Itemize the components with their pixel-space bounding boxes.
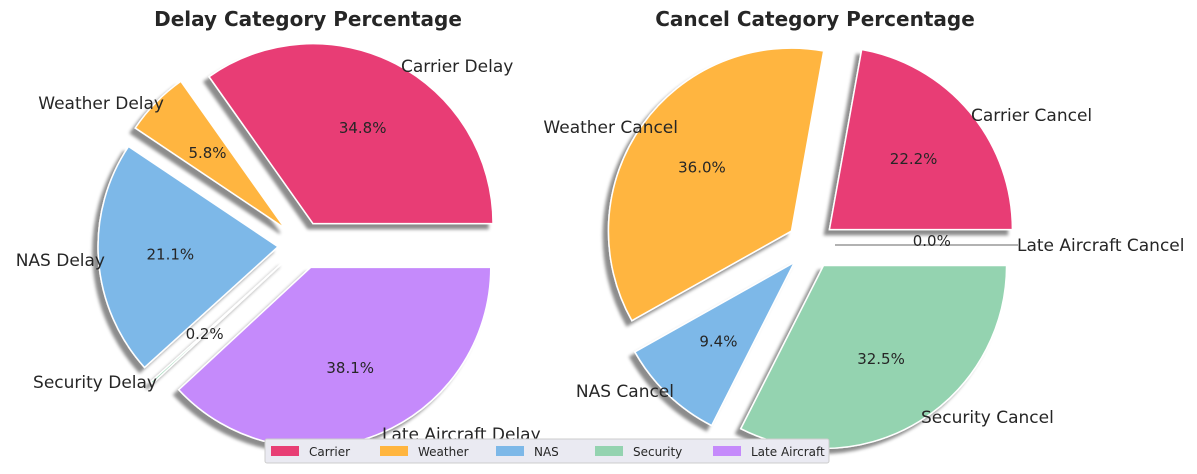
- pie-slice-late-aircraft-delay: [177, 266, 492, 449]
- legend-label-late-aircraft: Late Aircraft: [751, 445, 825, 459]
- cancel-chart-title: Cancel Category Percentage: [655, 7, 975, 31]
- legend-frame: [264, 438, 830, 464]
- pct-label-late-aircraft-delay: 38.1%: [326, 359, 374, 377]
- pct-label-carrier-delay: 34.8%: [339, 119, 387, 137]
- pie-slice-nas-delay: [97, 145, 280, 369]
- legend-swatch-nas: [496, 446, 524, 456]
- pct-label-nas-delay: 21.1%: [147, 246, 195, 264]
- legend: Carrier Weather NAS Security Late Aircraft: [264, 438, 830, 464]
- legend-label-security: Security: [633, 445, 682, 459]
- slice-label-carrier-delay: Carrier Delay: [401, 57, 513, 77]
- slice-label-weather-delay: Weather Delay: [38, 94, 164, 114]
- pct-label-carrier-cancel: 22.2%: [890, 150, 938, 168]
- slice-label-carrier-cancel: Carrier Cancel: [971, 106, 1092, 126]
- legend-label-weather: Weather: [418, 445, 469, 459]
- pie-slice-carrier-cancel: [828, 48, 1014, 231]
- delay-chart-title: Delay Category Percentage: [154, 7, 462, 31]
- delay-pie-chart: Delay Category Percentage 34.8% Carrier D…: [16, 7, 541, 449]
- legend-swatch-security: [595, 446, 623, 456]
- cancel-pie-chart: Cancel Category Percentage 22.2% Carrier …: [543, 7, 1185, 450]
- legend-swatch-carrier: [271, 446, 299, 456]
- pie-slice-weather-cancel: [607, 47, 825, 322]
- pct-label-security-delay: 0.2%: [186, 325, 224, 343]
- slice-label-security-delay: Security Delay: [33, 373, 157, 393]
- slice-label-weather-cancel: Weather Cancel: [543, 118, 678, 138]
- pct-label-weather-delay: 5.8%: [188, 144, 226, 162]
- pct-label-weather-cancel: 36.0%: [678, 158, 726, 176]
- pie-slice-nas-cancel: [633, 260, 797, 427]
- legend-swatch-late-aircraft: [713, 446, 741, 456]
- slice-label-late-aircraft-cancel: Late Aircraft Cancel: [1017, 236, 1185, 256]
- legend-swatch-weather: [380, 446, 408, 456]
- legend-label-nas: NAS: [534, 445, 559, 459]
- slice-label-security-cancel: Security Cancel: [921, 408, 1054, 428]
- pie-slice-carrier-delay: [208, 42, 494, 225]
- pie-slice-weather-delay: [134, 80, 286, 229]
- pie-slice-security-delay: [149, 260, 285, 385]
- slice-label-nas-cancel: NAS Cancel: [576, 382, 674, 402]
- pct-label-security-cancel: 32.5%: [857, 350, 905, 368]
- slice-label-nas-delay: NAS Delay: [16, 251, 105, 271]
- pct-label-late-aircraft-cancel: 0.0%: [913, 232, 951, 250]
- legend-label-carrier: Carrier: [309, 445, 350, 459]
- pct-label-nas-cancel: 9.4%: [699, 333, 737, 351]
